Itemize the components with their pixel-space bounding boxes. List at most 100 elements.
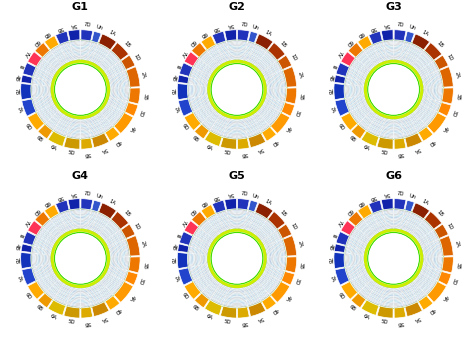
- Wedge shape: [121, 270, 125, 279]
- Wedge shape: [203, 276, 210, 285]
- Wedge shape: [269, 281, 280, 294]
- Wedge shape: [217, 42, 226, 45]
- Wedge shape: [195, 239, 199, 247]
- Wedge shape: [48, 290, 55, 296]
- Wedge shape: [355, 249, 356, 254]
- Wedge shape: [71, 211, 80, 213]
- Wedge shape: [377, 221, 385, 223]
- Wedge shape: [426, 112, 436, 125]
- Wedge shape: [423, 68, 427, 75]
- Wedge shape: [81, 119, 87, 121]
- Wedge shape: [52, 104, 57, 112]
- Wedge shape: [266, 221, 276, 230]
- Wedge shape: [354, 86, 355, 96]
- Wedge shape: [194, 267, 198, 278]
- Wedge shape: [401, 58, 405, 60]
- Wedge shape: [63, 116, 71, 120]
- Wedge shape: [96, 282, 102, 287]
- Wedge shape: [231, 60, 237, 61]
- Wedge shape: [237, 302, 246, 304]
- Wedge shape: [364, 58, 369, 64]
- Wedge shape: [380, 136, 393, 138]
- Wedge shape: [244, 115, 251, 119]
- Wedge shape: [46, 224, 53, 230]
- Wedge shape: [101, 273, 108, 281]
- Wedge shape: [127, 257, 128, 270]
- Wedge shape: [41, 230, 46, 238]
- Wedge shape: [228, 214, 237, 215]
- Wedge shape: [376, 48, 384, 51]
- Wedge shape: [381, 59, 387, 62]
- Wedge shape: [64, 52, 72, 54]
- Wedge shape: [237, 291, 244, 292]
- Wedge shape: [208, 46, 216, 51]
- Wedge shape: [211, 298, 223, 304]
- Wedge shape: [260, 59, 268, 67]
- Wedge shape: [374, 211, 383, 214]
- Wedge shape: [46, 74, 49, 80]
- Wedge shape: [48, 106, 55, 114]
- Wedge shape: [279, 241, 283, 256]
- Wedge shape: [270, 235, 274, 243]
- Text: 7D: 7D: [240, 191, 248, 197]
- Wedge shape: [213, 53, 220, 58]
- Wedge shape: [227, 293, 237, 295]
- Wedge shape: [189, 99, 194, 111]
- Wedge shape: [209, 238, 213, 244]
- Wedge shape: [126, 88, 128, 101]
- Wedge shape: [50, 288, 57, 293]
- Wedge shape: [50, 227, 56, 233]
- Wedge shape: [120, 73, 124, 87]
- Wedge shape: [198, 62, 203, 69]
- Wedge shape: [385, 217, 393, 219]
- Wedge shape: [402, 291, 412, 295]
- Wedge shape: [259, 122, 266, 127]
- Wedge shape: [367, 284, 373, 289]
- Wedge shape: [101, 63, 108, 70]
- Wedge shape: [261, 106, 269, 116]
- Wedge shape: [38, 112, 46, 122]
- Wedge shape: [401, 118, 410, 122]
- Wedge shape: [109, 246, 112, 257]
- Wedge shape: [102, 291, 109, 297]
- Wedge shape: [88, 55, 92, 57]
- Wedge shape: [359, 96, 362, 105]
- Wedge shape: [424, 258, 425, 266]
- Wedge shape: [432, 270, 435, 278]
- Wedge shape: [281, 240, 285, 256]
- Wedge shape: [71, 43, 80, 45]
- Wedge shape: [430, 257, 431, 268]
- Wedge shape: [369, 52, 376, 57]
- Wedge shape: [271, 66, 275, 73]
- Wedge shape: [90, 216, 95, 218]
- Wedge shape: [409, 282, 415, 286]
- Wedge shape: [401, 119, 410, 123]
- Wedge shape: [262, 226, 270, 235]
- Wedge shape: [416, 292, 424, 298]
- Wedge shape: [275, 74, 278, 87]
- Wedge shape: [424, 279, 433, 291]
- Wedge shape: [89, 123, 99, 127]
- Wedge shape: [363, 265, 365, 272]
- Wedge shape: [245, 223, 249, 225]
- Wedge shape: [110, 279, 119, 291]
- Wedge shape: [368, 114, 374, 119]
- Wedge shape: [360, 235, 365, 241]
- Wedge shape: [356, 255, 357, 265]
- Wedge shape: [212, 128, 223, 133]
- Wedge shape: [394, 125, 401, 127]
- Wedge shape: [107, 225, 115, 234]
- Wedge shape: [246, 293, 256, 298]
- Wedge shape: [264, 55, 272, 64]
- Wedge shape: [69, 129, 80, 131]
- Wedge shape: [365, 60, 370, 65]
- Wedge shape: [229, 220, 237, 221]
- Wedge shape: [360, 291, 368, 297]
- Wedge shape: [394, 214, 403, 215]
- Wedge shape: [104, 125, 112, 131]
- Wedge shape: [215, 226, 222, 230]
- Wedge shape: [59, 110, 64, 114]
- Wedge shape: [46, 222, 52, 229]
- Wedge shape: [356, 232, 362, 239]
- Wedge shape: [220, 220, 228, 223]
